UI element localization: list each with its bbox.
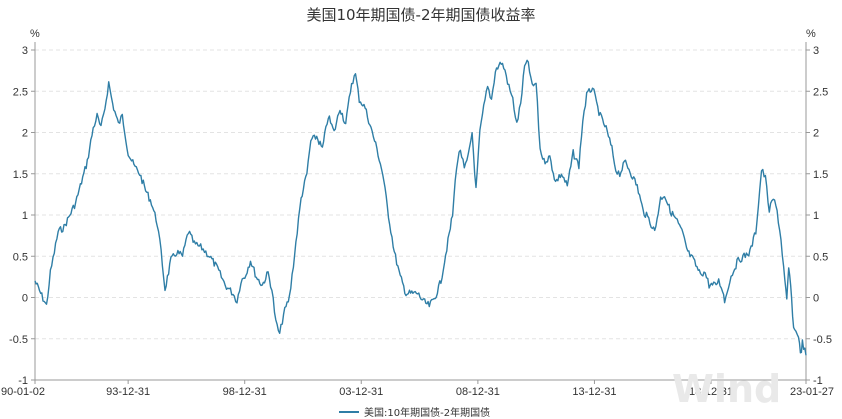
y-tick-label-left: 0.5: [13, 251, 28, 263]
y-tick-label-right: 2: [813, 128, 819, 140]
x-tick-label: 23-01-27: [790, 386, 834, 398]
y-tick-label-left: 2: [22, 128, 28, 140]
x-tick-label: 18-12-31: [689, 386, 733, 398]
legend: 美国:10年期国债-2年期国债: [339, 406, 490, 419]
x-tick-label: 13-12-31: [572, 386, 616, 398]
y-tick-label-left: 1.5: [13, 169, 28, 181]
x-tick-label: 03-12-31: [339, 386, 383, 398]
series-layer: [34, 59, 807, 356]
left-y-axis-ticks: -1 -0.5 0 0.5 1 1.5 2 2.5 3: [9, 45, 35, 387]
x-tick-label: 90-01-02: [1, 386, 45, 398]
x-tick-label: 08-12-31: [456, 386, 500, 398]
y-tick-label-left: -1: [18, 375, 28, 387]
watermark: Wind: [672, 367, 781, 411]
y-tick-label-left: 3: [22, 45, 28, 57]
chart-title: 美国10年期国债-2年期国债收益率: [306, 6, 535, 24]
y-tick-label-right: 0: [813, 293, 819, 305]
y-tick-label-right: 3: [813, 45, 819, 57]
right-y-axis-ticks: -1 -0.5 0 0.5 1 1.5 2 2.5 3: [806, 45, 832, 387]
y-tick-label-right: 1: [813, 210, 819, 222]
y-tick-label-right: -1: [813, 375, 823, 387]
y-tick-label-left: 0: [22, 293, 28, 305]
y-tick-label-right: -0.5: [813, 334, 832, 346]
left-unit-label: %: [30, 28, 40, 40]
y-tick-label-right: 2.5: [813, 86, 828, 98]
right-unit-label: %: [806, 28, 816, 40]
y-tick-label-left: -0.5: [9, 334, 28, 346]
y-tick-label-left: 2.5: [13, 86, 28, 98]
y-tick-label-right: 1.5: [813, 169, 828, 181]
y-tick-label-left: 1: [22, 210, 28, 222]
x-tick-label: 98-12-31: [223, 386, 267, 398]
series-line: [34, 59, 807, 356]
legend-label: 美国:10年期国债-2年期国债: [364, 406, 490, 419]
x-tick-label: 93-12-31: [106, 386, 150, 398]
y-tick-label-right: 0.5: [813, 251, 828, 263]
gridlines: [35, 49, 806, 340]
x-axis-ticks: 90-01-02 93-12-31 98-12-31 03-12-31 08-12-31…: [1, 380, 834, 398]
axes: [34, 42, 807, 381]
